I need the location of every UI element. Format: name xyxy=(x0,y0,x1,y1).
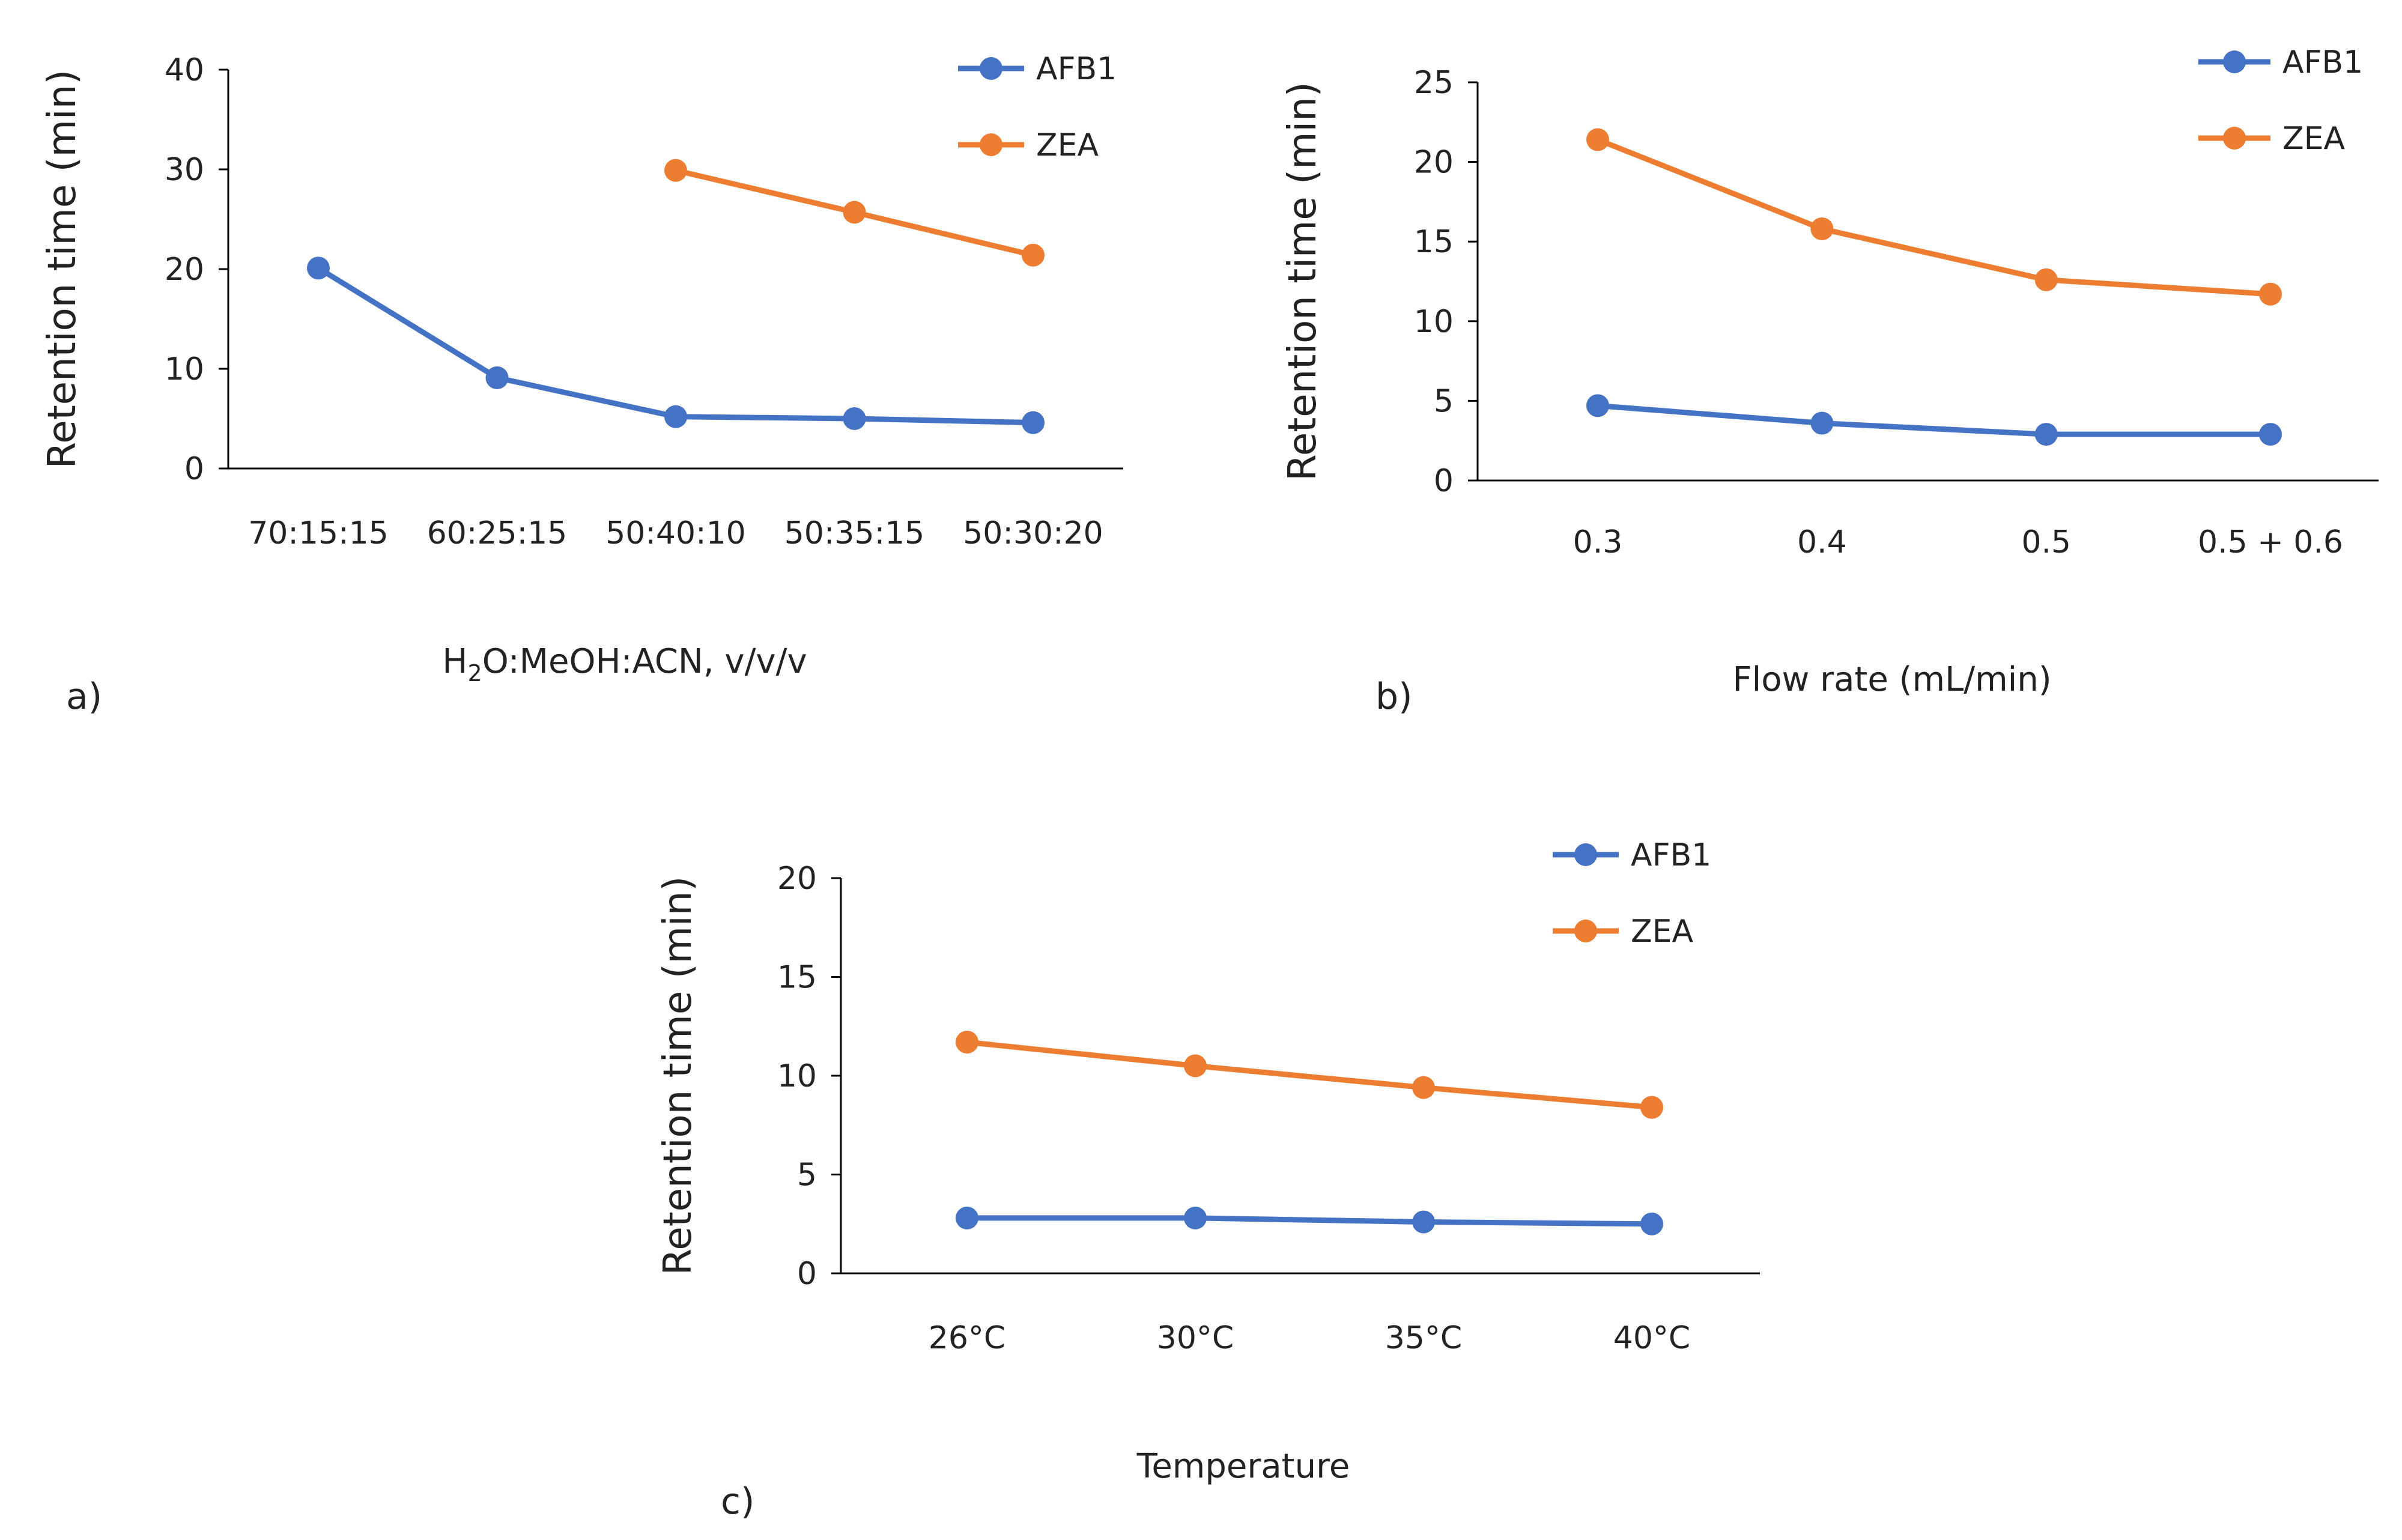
y-tick-label: 5 xyxy=(797,1157,817,1193)
chart-c: 0 5 10 15 20 26°C 30°C 35°C 40°C Retention time (… xyxy=(656,837,1760,1523)
data-point-afb1 xyxy=(1022,411,1045,434)
y-tick-label: 5 xyxy=(1434,383,1454,419)
data-point-zea xyxy=(1640,1096,1663,1119)
series-line-afb1 xyxy=(1595,402,2273,437)
legend-label-zea: ZEA xyxy=(1631,914,1693,950)
x-tick-label: 0.5 + 0.6 xyxy=(2198,524,2343,560)
y-tick-label: 10 xyxy=(1414,304,1454,340)
chart-a: 0 10 20 30 40 70:15:15 60:25:15 50:40:10 50:35:1… xyxy=(40,51,1123,718)
y-tick-label: 20 xyxy=(777,861,817,897)
y-tick-label: 0 xyxy=(184,451,204,487)
data-point-afb1 xyxy=(307,256,330,280)
legend-swatch-marker-afb1 xyxy=(2223,50,2246,73)
legend-label-zea: ZEA xyxy=(2282,121,2345,157)
data-point-zea xyxy=(843,201,866,224)
data-point-zea xyxy=(2034,268,2058,291)
y-axis-title: Retention time (min) xyxy=(656,876,700,1276)
y-tick-label: 25 xyxy=(1414,65,1454,101)
y-tick-label: 40 xyxy=(165,52,204,88)
data-point-zea xyxy=(1586,128,1609,151)
y-tick-label: 20 xyxy=(1414,145,1454,181)
x-tick-label: 0.3 xyxy=(1573,524,1623,560)
chart-b: 0 5 10 15 20 25 0.3 0.4 0.5 0.5 + 0.6 Retention ti… xyxy=(1281,44,2379,718)
y-tick-label: 20 xyxy=(165,252,204,288)
x-axis-title: Flow rate (mL/min) xyxy=(1732,660,2051,699)
data-point-afb1 xyxy=(1412,1210,1435,1234)
data-point-afb1 xyxy=(843,407,866,430)
data-point-afb1 xyxy=(1640,1212,1663,1235)
data-point-zea xyxy=(1022,243,1045,267)
y-tick-label: 0 xyxy=(1434,463,1454,499)
y-tick-label: 15 xyxy=(1414,224,1454,260)
x-tick-label: 50:35:15 xyxy=(784,515,925,551)
y-tick-label: 10 xyxy=(165,351,204,387)
series-line-afb1 xyxy=(315,265,1036,426)
panel-label: c) xyxy=(721,1481,754,1523)
x-tick-label: 60:25:15 xyxy=(427,515,568,551)
data-point-zea xyxy=(1412,1076,1435,1099)
x-tick-label: 50:40:10 xyxy=(605,515,746,551)
y-tick-label: 15 xyxy=(777,960,817,996)
x-axis-title-subscript: 2 xyxy=(468,660,482,687)
legend-label-afb1: AFB1 xyxy=(1631,837,1711,873)
panel-label: a) xyxy=(66,676,102,718)
data-point-afb1 xyxy=(1586,394,1609,417)
series-line-zea xyxy=(1595,137,2273,297)
legend-swatch-marker-afb1 xyxy=(1574,843,1597,866)
y-tick-label: 0 xyxy=(797,1256,817,1292)
x-axis-title: Temperature xyxy=(1136,1447,1350,1486)
data-point-zea xyxy=(2259,282,2282,306)
y-axis-title: Retention time (min) xyxy=(1281,82,1325,481)
x-axis-title-part: H xyxy=(442,642,467,681)
data-point-zea xyxy=(956,1031,978,1054)
x-tick-label: 0.4 xyxy=(1797,524,1847,560)
x-axis-title-part: O:MeOH:ACN, v/v/v xyxy=(482,642,807,681)
x-axis-title: H2O:MeOH:ACN, v/v/v xyxy=(442,642,807,687)
x-tick-label: 40°C xyxy=(1613,1320,1690,1356)
y-axis-title: Retention time (min) xyxy=(40,70,85,469)
data-point-afb1 xyxy=(2259,423,2282,446)
data-point-zea xyxy=(664,159,687,182)
panel-label: b) xyxy=(1375,676,1413,718)
data-point-afb1 xyxy=(664,405,687,428)
series-line-zea xyxy=(964,1039,1655,1111)
data-point-afb1 xyxy=(1184,1206,1207,1229)
data-point-afb1 xyxy=(2034,423,2058,446)
data-point-afb1 xyxy=(1810,411,1834,435)
y-tick-label: 10 xyxy=(777,1058,817,1094)
data-point-zea xyxy=(1184,1054,1207,1078)
series-line-afb1 xyxy=(964,1215,1655,1227)
x-tick-label: 30°C xyxy=(1157,1320,1234,1356)
legend-swatch-marker-zea xyxy=(1574,920,1597,942)
data-point-afb1 xyxy=(485,366,509,389)
x-tick-label: 35°C xyxy=(1385,1320,1462,1356)
legend-label-afb1: AFB1 xyxy=(2282,44,2363,80)
legend-label-afb1: AFB1 xyxy=(1036,51,1117,87)
legend-swatch-marker-zea xyxy=(980,133,1002,156)
x-tick-label: 0.5 xyxy=(2021,524,2071,560)
x-tick-label: 70:15:15 xyxy=(248,515,389,551)
data-point-afb1 xyxy=(956,1206,978,1229)
data-point-zea xyxy=(1810,217,1834,240)
legend-swatch-marker-zea xyxy=(2223,127,2246,150)
legend-swatch-marker-afb1 xyxy=(980,57,1002,80)
x-tick-label: 50:30:20 xyxy=(963,515,1103,551)
x-tick-label: 26°C xyxy=(929,1320,1005,1356)
y-tick-label: 30 xyxy=(165,152,204,188)
legend-label-zea: ZEA xyxy=(1036,127,1099,163)
